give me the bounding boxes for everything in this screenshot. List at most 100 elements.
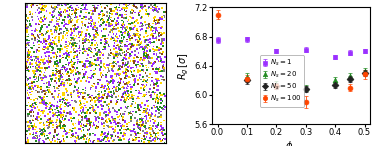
Point [87,61,93,63]
Point [134,136,140,139]
Point [55,18,61,21]
Point [85,141,91,143]
Point [71,62,77,65]
Point [153,83,159,85]
Point [25,121,31,124]
Point [122,73,129,75]
Point [61,25,67,27]
Point [119,19,125,22]
Point [63,52,69,54]
Point [25,33,31,36]
Point [136,36,142,39]
Point [30,137,36,139]
Point [133,111,139,113]
Point [77,31,83,33]
Point [67,111,73,113]
Point [41,16,47,19]
Point [56,70,62,72]
Point [161,38,167,40]
Point [28,13,34,15]
Point [91,55,97,57]
Point [84,136,90,139]
Point [65,79,71,81]
Point [33,84,39,87]
Point [97,51,103,53]
Point [28,3,34,6]
Point [139,40,145,43]
Point [62,16,68,18]
Point [146,6,152,8]
Point [32,137,38,139]
Point [108,16,115,19]
Point [31,125,37,127]
Point [120,7,126,9]
Point [68,113,74,115]
Point [155,110,161,112]
Point [72,127,78,129]
Point [125,34,131,36]
Point [100,53,106,55]
Point [128,117,134,119]
Point [51,85,57,88]
Point [115,61,121,63]
Point [140,80,146,83]
Point [71,29,77,32]
Point [141,53,147,55]
Point [74,56,80,58]
Point [154,46,160,48]
Point [107,81,113,84]
Point [132,11,138,14]
Point [132,117,138,119]
Point [30,65,36,68]
Point [116,109,122,111]
Point [116,81,122,83]
Point [94,44,101,46]
Point [55,87,61,89]
Point [71,57,77,59]
Point [97,54,103,56]
Point [113,51,119,53]
Point [150,125,156,127]
Point [118,31,124,33]
Point [75,18,81,21]
Point [153,36,160,38]
Point [135,89,141,92]
Point [115,65,121,67]
Point [63,88,69,90]
Point [102,101,108,103]
Point [39,18,45,21]
Point [25,17,31,20]
Point [98,60,104,62]
Point [54,71,60,74]
Point [71,56,77,58]
Point [91,72,97,75]
Point [104,119,110,121]
Point [140,84,146,86]
Point [34,51,40,53]
Point [25,97,31,99]
Point [158,75,164,77]
Point [55,96,61,98]
Point [81,63,87,65]
Point [150,37,156,39]
Point [97,25,103,27]
Point [53,29,59,32]
Point [64,32,70,34]
Point [162,55,168,58]
Point [67,9,73,11]
Point [80,8,86,11]
Point [147,42,153,44]
Point [147,88,153,90]
Point [96,96,102,99]
Point [73,81,79,84]
Point [59,39,65,41]
Point [77,15,84,17]
Point [56,78,62,80]
Point [143,32,149,34]
Point [99,86,105,88]
Point [62,128,68,130]
Point [144,118,150,120]
Point [83,60,89,62]
Point [34,41,40,43]
Point [75,8,81,11]
